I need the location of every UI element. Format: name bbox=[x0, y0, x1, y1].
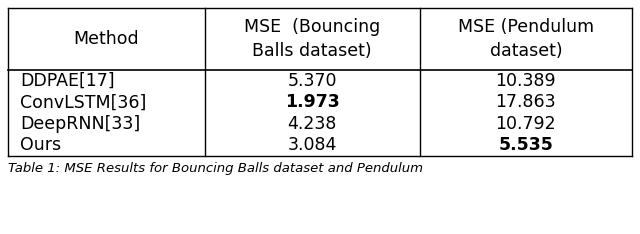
Text: 3.084: 3.084 bbox=[287, 136, 337, 154]
Text: Table 1: MSE Results for Bouncing Balls dataset and Pendulum: Table 1: MSE Results for Bouncing Balls … bbox=[8, 162, 423, 175]
Text: ConvLSTM[36]: ConvLSTM[36] bbox=[20, 93, 147, 111]
Text: Ours: Ours bbox=[20, 136, 61, 154]
Text: DDPAE[17]: DDPAE[17] bbox=[20, 72, 115, 90]
Text: MSE  (Bouncing
Balls dataset): MSE (Bouncing Balls dataset) bbox=[244, 18, 380, 60]
Text: 4.238: 4.238 bbox=[287, 115, 337, 133]
Text: 1.973: 1.973 bbox=[285, 93, 340, 111]
Text: MSE (Pendulum
dataset): MSE (Pendulum dataset) bbox=[458, 18, 594, 60]
Text: 10.792: 10.792 bbox=[495, 115, 556, 133]
Text: 17.863: 17.863 bbox=[495, 93, 556, 111]
Text: Method: Method bbox=[74, 30, 139, 48]
Text: DeepRNN[33]: DeepRNN[33] bbox=[20, 115, 140, 133]
Text: 10.389: 10.389 bbox=[495, 72, 556, 90]
Text: 5.370: 5.370 bbox=[287, 72, 337, 90]
Text: 5.535: 5.535 bbox=[499, 136, 554, 154]
